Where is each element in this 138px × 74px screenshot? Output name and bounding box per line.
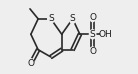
Text: O: O	[89, 47, 96, 56]
Text: S: S	[70, 14, 75, 23]
Text: S: S	[90, 30, 95, 39]
Text: S: S	[48, 14, 54, 23]
Ellipse shape	[101, 30, 110, 39]
Ellipse shape	[48, 14, 54, 23]
Ellipse shape	[28, 59, 34, 68]
Text: O: O	[27, 59, 34, 68]
Ellipse shape	[89, 30, 96, 39]
Text: OH: OH	[98, 30, 112, 39]
Ellipse shape	[89, 13, 96, 22]
Text: O: O	[89, 13, 96, 22]
Ellipse shape	[89, 47, 96, 56]
Ellipse shape	[69, 14, 76, 23]
